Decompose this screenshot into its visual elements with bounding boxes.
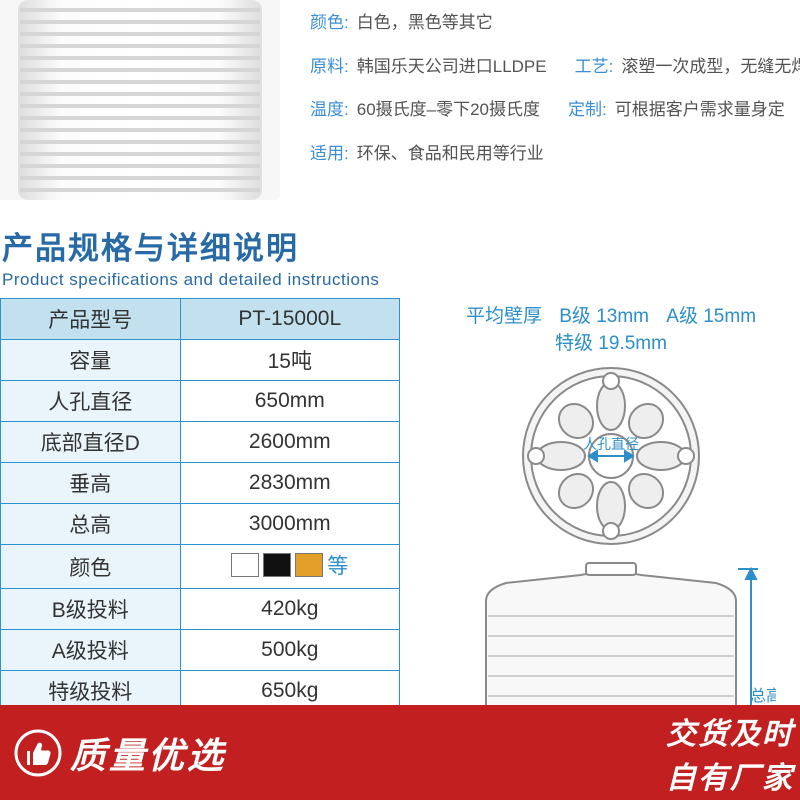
spec-table: 产品型号PT-15000L容量15吨人孔直径650mm底部直径D2600mm垂高… <box>0 298 400 712</box>
tank-top-view-diagram: 人孔直径 <box>461 361 761 551</box>
table-header-cell: 产品型号 <box>1 299 181 340</box>
attribute-label: 温度: <box>310 100 349 119</box>
table-row: 总高3000mm <box>1 504 400 545</box>
table-label-cell: 垂高 <box>1 463 181 504</box>
attribute-value: 60摄氏度–零下20摄氏度 <box>357 100 540 119</box>
table-row: B级投料420kg <box>1 589 400 630</box>
color-swatch <box>263 553 291 577</box>
quality-badge-text: 质量优选 <box>70 727 226 779</box>
wall-label-b: B级 13mm <box>559 306 649 327</box>
table-value-cell: 15吨 <box>180 340 399 381</box>
section-title-cn: 产品规格与详细说明 <box>2 223 800 268</box>
attribute-pair: 原料: 韩国乐天公司进口LLDPE <box>310 54 547 80</box>
attribute-label: 颜色: <box>310 13 349 32</box>
total-height-label: 总高 <box>750 687 776 705</box>
attribute-row: 颜色: 白色，黑色等其它 <box>310 10 800 36</box>
attribute-value: 可根据客户需求量身定 <box>615 100 785 119</box>
middle-area: 产品型号PT-15000L容量15吨人孔直径650mm底部直径D2600mm垂高… <box>0 298 800 708</box>
swatch-suffix: 等 <box>327 550 348 580</box>
table-value-cell: 2830mm <box>180 463 399 504</box>
table-label-cell: B级投料 <box>1 589 181 630</box>
table-value-cell: 650mm <box>180 381 399 422</box>
table-row: 容量15吨 <box>1 340 400 381</box>
attribute-label: 适用: <box>310 144 349 163</box>
attribute-label: 工艺: <box>575 57 614 76</box>
table-value-cell: 2600mm <box>180 422 399 463</box>
attribute-value: 韩国乐天公司进口LLDPE <box>357 57 547 76</box>
attribute-pair: 颜色: 白色，黑色等其它 <box>310 10 493 36</box>
color-swatch <box>231 553 259 577</box>
attribute-row: 适用: 环保、食品和民用等行业 <box>310 141 800 167</box>
watermark-bar: 质量优选 交货及时 自有厂家 <box>0 705 800 800</box>
tank-illustration <box>10 0 270 200</box>
manhole-diameter-label: 人孔直径 <box>583 436 639 452</box>
table-row: 产品型号PT-15000L <box>1 299 400 340</box>
attribute-row: 原料: 韩国乐天公司进口LLDPE 工艺: 滚塑一次成型，无缝无焊 <box>310 54 800 80</box>
watermark-right: 交货及时 自有厂家 <box>666 709 794 797</box>
table-label-cell: 总高 <box>1 504 181 545</box>
wall-label-a: A级 15mm <box>666 306 756 327</box>
attribute-row: 温度: 60摄氏度–零下20摄氏度 定制: 可根据客户需求量身定 <box>310 97 800 123</box>
section-title-en: Product specifications and detailed inst… <box>2 270 800 290</box>
table-header-cell: PT-15000L <box>180 299 399 340</box>
table-row: 底部直径D2600mm <box>1 422 400 463</box>
attribute-pair: 温度: 60摄氏度–零下20摄氏度 <box>310 97 540 123</box>
quality-badge: 质量优选 <box>14 727 226 779</box>
wall-label-avg: 平均壁厚 <box>466 306 542 327</box>
wall-label-super: 特级 19.5mm <box>555 333 667 354</box>
attribute-value: 白色，黑色等其它 <box>357 13 493 32</box>
color-swatch <box>295 553 323 577</box>
table-row: 人孔直径650mm <box>1 381 400 422</box>
attribute-pair: 定制: 可根据客户需求量身定 <box>568 97 785 123</box>
watermark-line1: 交货及时 <box>666 709 794 753</box>
attribute-label: 原料: <box>310 57 349 76</box>
table-row: 颜色 等 <box>1 545 400 589</box>
section-header: 产品规格与详细说明 Product specifications and det… <box>0 223 800 290</box>
attribute-value: 滚塑一次成型，无缝无焊 <box>621 57 800 76</box>
thumbs-up-icon <box>14 729 62 777</box>
table-label-cell: 容量 <box>1 340 181 381</box>
diagram-area: 平均壁厚 B级 13mm A级 15mm 特级 19.5mm <box>400 298 800 708</box>
table-value-cell: 3000mm <box>180 504 399 545</box>
table-label-cell: 人孔直径 <box>1 381 181 422</box>
table-value-cell: 420kg <box>180 589 399 630</box>
table-label-cell: A级投料 <box>1 630 181 671</box>
wall-thickness-labels: 平均壁厚 B级 13mm A级 15mm 特级 19.5mm <box>422 304 800 357</box>
attribute-label: 定制: <box>568 100 607 119</box>
tank-side-view-diagram: 总高 <box>446 561 776 706</box>
attribute-pair: 工艺: 滚塑一次成型，无缝无焊 <box>575 54 800 80</box>
top-area: 颜色: 白色，黑色等其它原料: 韩国乐天公司进口LLDPE 工艺: 滚塑一次成型，无缝无… <box>0 0 800 205</box>
table-label-cell: 颜色 <box>1 545 181 589</box>
table-row: 垂高2830mm <box>1 463 400 504</box>
color-swatches: 等 <box>231 550 348 580</box>
attribute-value: 环保、食品和民用等行业 <box>357 144 544 163</box>
product-photo <box>0 0 280 200</box>
table-row: A级投料500kg <box>1 630 400 671</box>
attribute-pair: 适用: 环保、食品和民用等行业 <box>310 141 544 167</box>
watermark-line2: 自有厂家 <box>666 753 794 797</box>
table-value-cell: 等 <box>180 545 399 589</box>
table-value-cell: 500kg <box>180 630 399 671</box>
attribute-block: 颜色: 白色，黑色等其它原料: 韩国乐天公司进口LLDPE 工艺: 滚塑一次成型，无缝无… <box>280 0 800 205</box>
table-label-cell: 底部直径D <box>1 422 181 463</box>
